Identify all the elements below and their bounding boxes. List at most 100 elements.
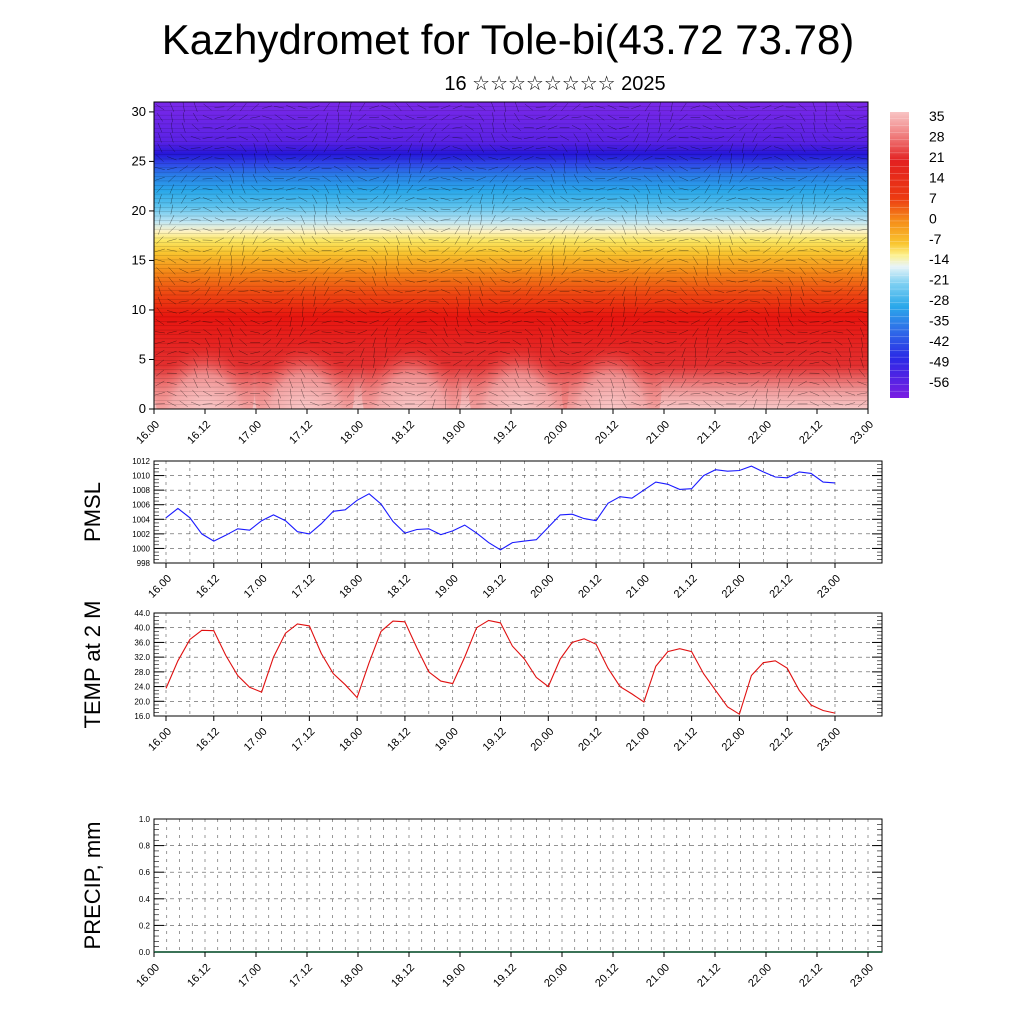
wind-vector	[571, 116, 582, 119]
wind-vector	[738, 116, 749, 119]
wind-vector	[409, 163, 411, 174]
wind-vector	[548, 359, 557, 367]
x-tick-label: 21.12	[672, 726, 700, 754]
wind-vector	[645, 276, 651, 286]
wind-vector	[716, 184, 722, 194]
wind-vector	[180, 174, 187, 183]
wind-vector	[262, 390, 272, 397]
wind-vector	[646, 194, 649, 205]
wind-vector	[179, 258, 189, 264]
wind-vector	[238, 135, 248, 141]
wind-vector	[488, 330, 499, 334]
wind-vector	[500, 279, 510, 283]
wind-vector	[418, 236, 426, 245]
wind-vector	[607, 147, 618, 149]
wind-vector	[371, 256, 378, 265]
wind-vector	[537, 246, 544, 255]
wind-vector	[619, 258, 629, 263]
wind-vector	[634, 286, 638, 297]
wind-vector	[620, 359, 628, 367]
wind-vector	[464, 341, 475, 344]
wind-vector	[456, 388, 459, 399]
wind-vector	[634, 225, 638, 235]
wind-vector	[824, 122, 829, 133]
wind-vector	[229, 184, 234, 194]
wind-vector	[157, 122, 163, 133]
wind-vector	[407, 225, 413, 235]
wind-vector	[619, 196, 629, 203]
wind-vector	[787, 195, 795, 204]
wind-vector	[654, 320, 665, 324]
wind-vector	[836, 358, 841, 368]
wind-vector	[384, 327, 389, 337]
wind-vector	[216, 368, 223, 378]
wind-vector	[239, 328, 247, 337]
wind-vector	[702, 300, 713, 303]
wind-vector	[750, 268, 760, 273]
wind-vector	[381, 147, 392, 149]
wind-vector	[857, 125, 867, 130]
wind-vector	[262, 105, 272, 109]
wind-vector	[681, 368, 686, 379]
wind-vector	[619, 144, 629, 152]
wind-vector	[559, 391, 570, 396]
wind-vector	[716, 317, 723, 327]
wind-vector	[488, 156, 499, 160]
wind-vector	[632, 123, 640, 132]
wind-vector	[810, 298, 819, 305]
wind-vector	[452, 257, 462, 264]
wind-vector	[632, 318, 640, 326]
wind-vector	[464, 115, 475, 120]
wind-vector	[334, 390, 343, 397]
wind-vector	[559, 208, 570, 210]
wind-vector	[812, 184, 817, 194]
x-tick-label: 19.00	[433, 573, 461, 601]
wind-vector	[285, 147, 296, 149]
wind-vector	[857, 106, 868, 108]
wind-vector	[166, 381, 177, 385]
wind-vector	[690, 392, 701, 395]
x-tick-label: 20.12	[593, 419, 621, 447]
wind-vector	[512, 249, 522, 252]
x-tick-label: 21.12	[695, 419, 723, 447]
wind-vector	[563, 173, 566, 184]
wind-vector	[416, 331, 427, 334]
wind-vector	[595, 218, 606, 221]
wind-vector	[728, 225, 734, 235]
wind-vector	[800, 296, 805, 307]
wind-vector	[630, 177, 641, 180]
wind-vector	[384, 347, 388, 358]
wind-vector	[167, 257, 177, 264]
wind-vector	[404, 362, 415, 364]
wind-vector	[550, 163, 556, 174]
wind-vector	[464, 165, 474, 172]
wind-vector	[476, 176, 486, 181]
wind-vector	[630, 341, 641, 344]
wind-vector	[455, 378, 460, 389]
wind-vector	[643, 175, 652, 183]
x-tick-label: 21.00	[644, 962, 672, 990]
wind-vector	[704, 358, 711, 368]
wind-vector	[598, 388, 603, 399]
wind-vector	[206, 347, 209, 358]
wind-vector	[335, 174, 342, 183]
precip-panel: 0.00.20.40.60.81.016.00 16.12 17.00 17.12 18…	[80, 815, 883, 990]
wind-vector	[682, 358, 685, 368]
wind-vector	[202, 228, 213, 232]
wind-vector	[452, 360, 462, 366]
wind-vector	[622, 388, 626, 399]
y-tick-label: 0.2	[139, 921, 151, 930]
wind-vector	[583, 360, 594, 366]
wind-vector	[858, 175, 867, 183]
wind-vector	[476, 340, 487, 345]
wind-vector	[169, 102, 175, 112]
wind-vector	[216, 286, 223, 296]
x-tick-label: 17.00	[242, 726, 270, 754]
wind-vector	[264, 399, 271, 409]
wind-vector	[583, 175, 593, 182]
wind-vector	[777, 317, 781, 327]
wind-vector	[762, 114, 771, 121]
wind-vector	[857, 392, 868, 395]
x-tick-label: 18.12	[385, 573, 413, 601]
wind-vector	[845, 156, 855, 161]
